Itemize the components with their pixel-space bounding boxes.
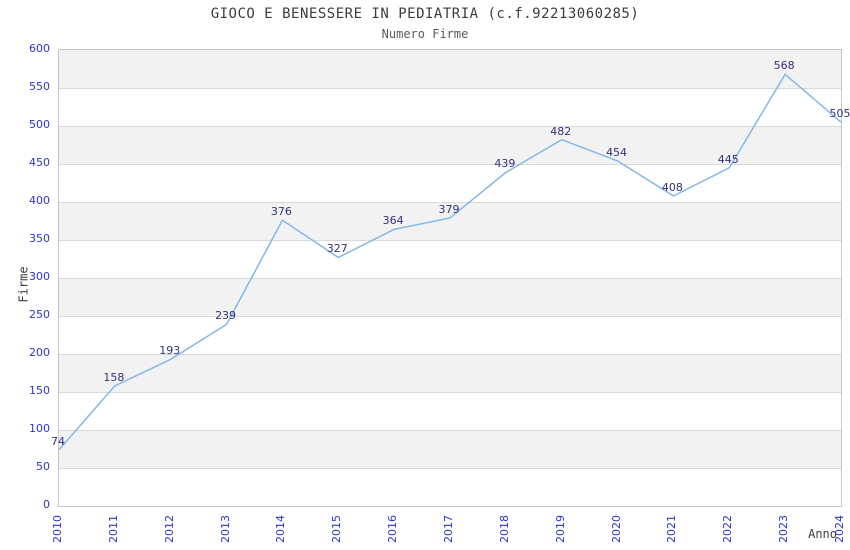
data-label: 158	[103, 370, 125, 384]
x-tick-label: 2014	[274, 515, 288, 543]
data-label: 568	[773, 59, 795, 73]
alt-band	[59, 202, 841, 240]
data-label: 239	[215, 309, 237, 323]
alt-band	[59, 278, 841, 316]
y-tick-label: 200	[29, 346, 50, 359]
y-tick-label: 350	[29, 232, 50, 245]
gridline	[59, 316, 841, 317]
chart-subtitle: Numero Firme	[381, 27, 469, 41]
y-tick-label: 250	[29, 308, 50, 321]
gridline	[59, 202, 841, 203]
y-axis-title: Firme	[16, 266, 31, 303]
alt-band	[59, 50, 841, 88]
y-tick-label: 450	[29, 156, 50, 169]
gridline	[59, 88, 841, 89]
x-tick-label: 2010	[51, 515, 64, 543]
series-polyline	[58, 73, 842, 451]
x-tick-label: 2018	[497, 515, 511, 543]
x-tick-label: 2012	[162, 515, 176, 543]
alt-band	[59, 354, 841, 392]
data-label: 439	[494, 157, 516, 171]
y-tick-label: 500	[29, 118, 50, 131]
gridline	[59, 126, 841, 127]
x-tick-label: 2021	[665, 515, 679, 543]
data-label: 376	[270, 205, 292, 219]
alt-band	[59, 126, 841, 164]
gridline	[59, 164, 841, 165]
gridline	[59, 392, 841, 393]
y-tick-label: 600	[29, 42, 50, 55]
data-label: 193	[159, 344, 181, 358]
y-tick-label: 550	[29, 80, 50, 93]
y-tick-label: 400	[29, 194, 50, 207]
series-line	[58, 73, 842, 451]
x-tick-label: 2019	[553, 515, 567, 543]
gridline	[59, 430, 841, 431]
gridline	[59, 278, 841, 279]
x-tick-label: 2011	[106, 515, 120, 543]
y-tick-label: 50	[36, 460, 50, 473]
x-tick-label: 2022	[721, 515, 735, 543]
x-axis-title: Anno	[808, 527, 837, 541]
y-tick-label: 100	[29, 422, 50, 435]
data-label: 505	[829, 107, 850, 121]
data-label: 327	[326, 242, 348, 256]
y-tick-label: 0	[43, 498, 50, 511]
gridline	[59, 240, 841, 241]
data-label: 74	[51, 434, 65, 448]
x-tick-label: 2020	[609, 515, 623, 543]
data-label: 379	[438, 202, 460, 216]
data-label: 482	[550, 124, 572, 138]
y-tick-label: 150	[29, 384, 50, 397]
x-tick-label: 2013	[218, 515, 232, 543]
data-label: 454	[606, 145, 628, 159]
plot-area	[58, 49, 842, 507]
x-tick-label: 2015	[330, 515, 344, 543]
y-tick-label: 300	[29, 270, 50, 283]
alt-band	[59, 430, 841, 468]
gridline	[59, 354, 841, 355]
data-label: 408	[661, 180, 683, 194]
x-tick-label: 2016	[386, 515, 400, 543]
gridline	[59, 468, 841, 469]
x-tick-label: 2017	[442, 515, 455, 543]
chart-title: GIOCO E BENESSERE IN PEDIATRIA (c.f.9221…	[210, 6, 640, 22]
data-label: 445	[717, 152, 739, 166]
data-label: 364	[382, 214, 404, 228]
